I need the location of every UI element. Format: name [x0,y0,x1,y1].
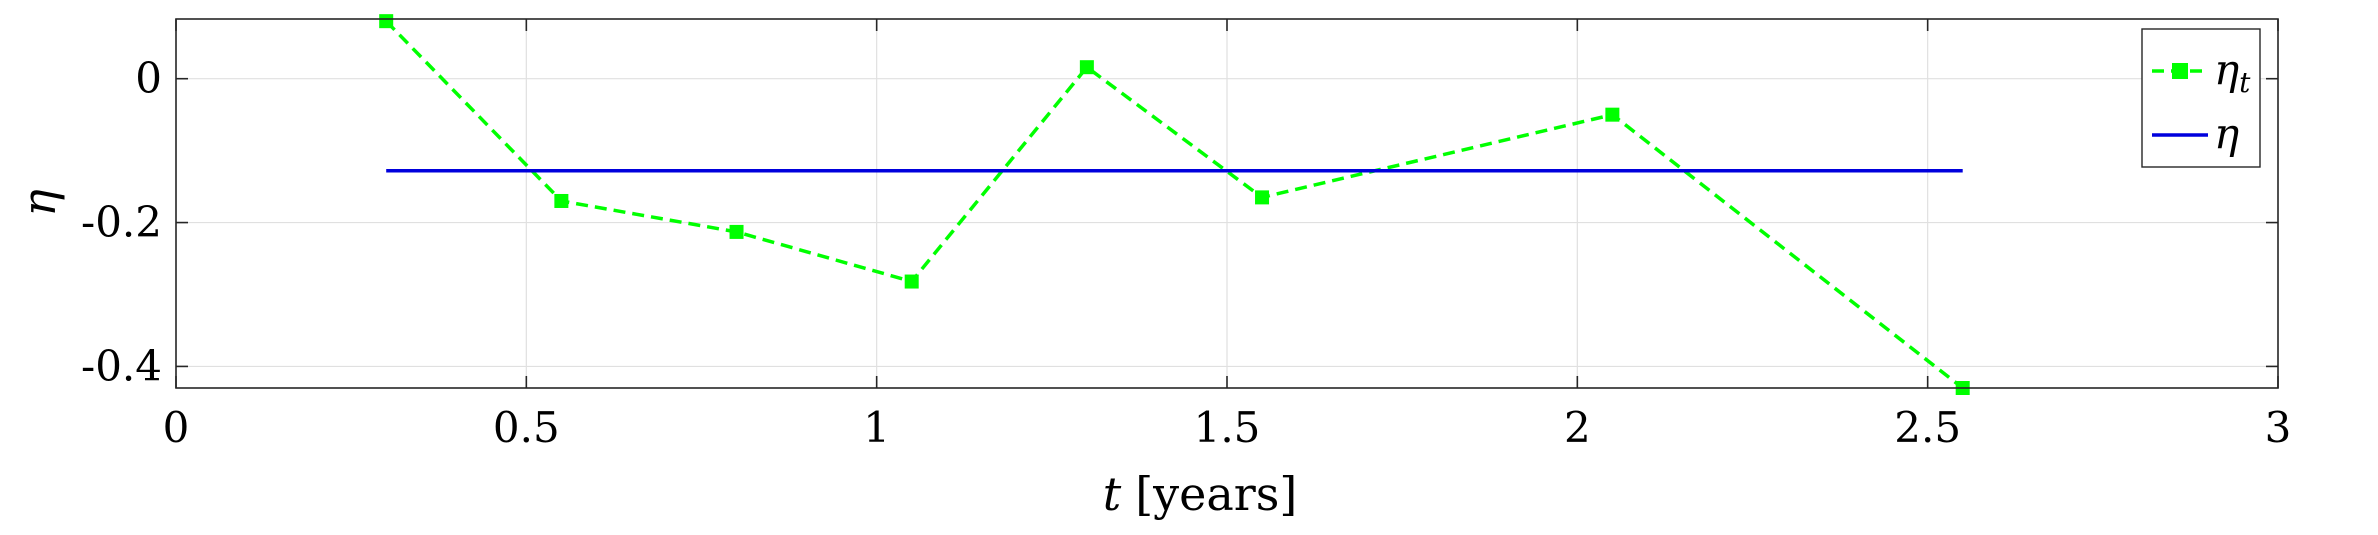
data-point [1605,107,1620,122]
data-point [1255,190,1270,205]
x-tick-label: 3 [2265,403,2292,452]
data-point [729,224,744,239]
x-axis-unit: [years] [1135,467,1297,521]
x-tick-label: 1.5 [1194,403,1261,452]
legend-marker-eta-t [2172,63,2188,79]
legend-label-eta: η [2214,109,2239,158]
x-tick-label: 2 [1564,403,1591,452]
x-tick-label: 0.5 [493,403,560,452]
data-point [554,193,569,208]
y-ticks: 0 -0.2 -0.4 [81,54,2278,390]
data-point [1079,60,1094,75]
x-ticks: 0 0.5 1 1.5 2 2.5 3 [163,19,2292,452]
series-line-eta-t [384,19,1964,390]
y-gridlines [176,78,2278,368]
x-axis-variable: t [1103,467,1122,521]
y-tick-label: -0.4 [81,341,162,390]
series-layer [379,14,1970,395]
y-tick-label: -0.2 [81,198,162,247]
y-axis-label: η [12,189,66,217]
data-point [379,14,394,29]
x-tick-label: 1 [863,403,890,452]
legend-label-eta-t: ηt [2214,45,2251,99]
y-tick-label: 0 [135,54,162,103]
x-tick-label: 0 [163,403,190,452]
x-tick-label: 2.5 [1894,403,1961,452]
legend: ηt η [2141,28,2261,168]
data-point [904,274,919,289]
legend-box [2141,28,2261,168]
x-axis-label: t [years] [1103,467,1298,521]
